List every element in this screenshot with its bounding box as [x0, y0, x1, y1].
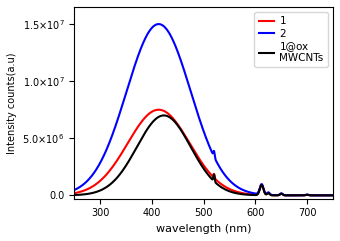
1	[285, 194, 289, 197]
1	[72, 192, 76, 195]
Line: 1: 1	[74, 110, 333, 195]
1@ox
MWCNTs	[227, 190, 232, 193]
1	[331, 194, 335, 197]
2	[72, 188, 76, 191]
2	[157, 23, 161, 26]
1@ox
MWCNTs	[119, 171, 123, 174]
1@ox
MWCNTs	[171, 119, 175, 122]
2	[227, 179, 232, 182]
2	[241, 188, 245, 191]
1	[157, 108, 161, 111]
Line: 2: 2	[74, 24, 333, 195]
2	[285, 194, 289, 197]
1@ox
MWCNTs	[331, 194, 335, 197]
1	[241, 192, 245, 194]
1	[227, 187, 232, 190]
1@ox
MWCNTs	[241, 193, 245, 196]
1	[171, 117, 175, 120]
2	[119, 107, 123, 110]
1	[266, 192, 270, 195]
2	[266, 191, 270, 194]
1@ox
MWCNTs	[72, 194, 76, 196]
2	[171, 39, 175, 42]
Line: 1@ox
MWCNTs: 1@ox MWCNTs	[74, 115, 333, 195]
1@ox
MWCNTs	[285, 194, 289, 197]
2	[331, 194, 335, 197]
Y-axis label: Intensity counts(a.u): Intensity counts(a.u)	[7, 52, 17, 154]
1	[119, 152, 123, 155]
1@ox
MWCNTs	[266, 192, 270, 195]
1@ox
MWCNTs	[162, 114, 166, 117]
Legend: 1, 2, 1@ox
MWCNTs: 1, 2, 1@ox MWCNTs	[254, 12, 328, 67]
X-axis label: wavelength (nm): wavelength (nm)	[156, 224, 251, 234]
